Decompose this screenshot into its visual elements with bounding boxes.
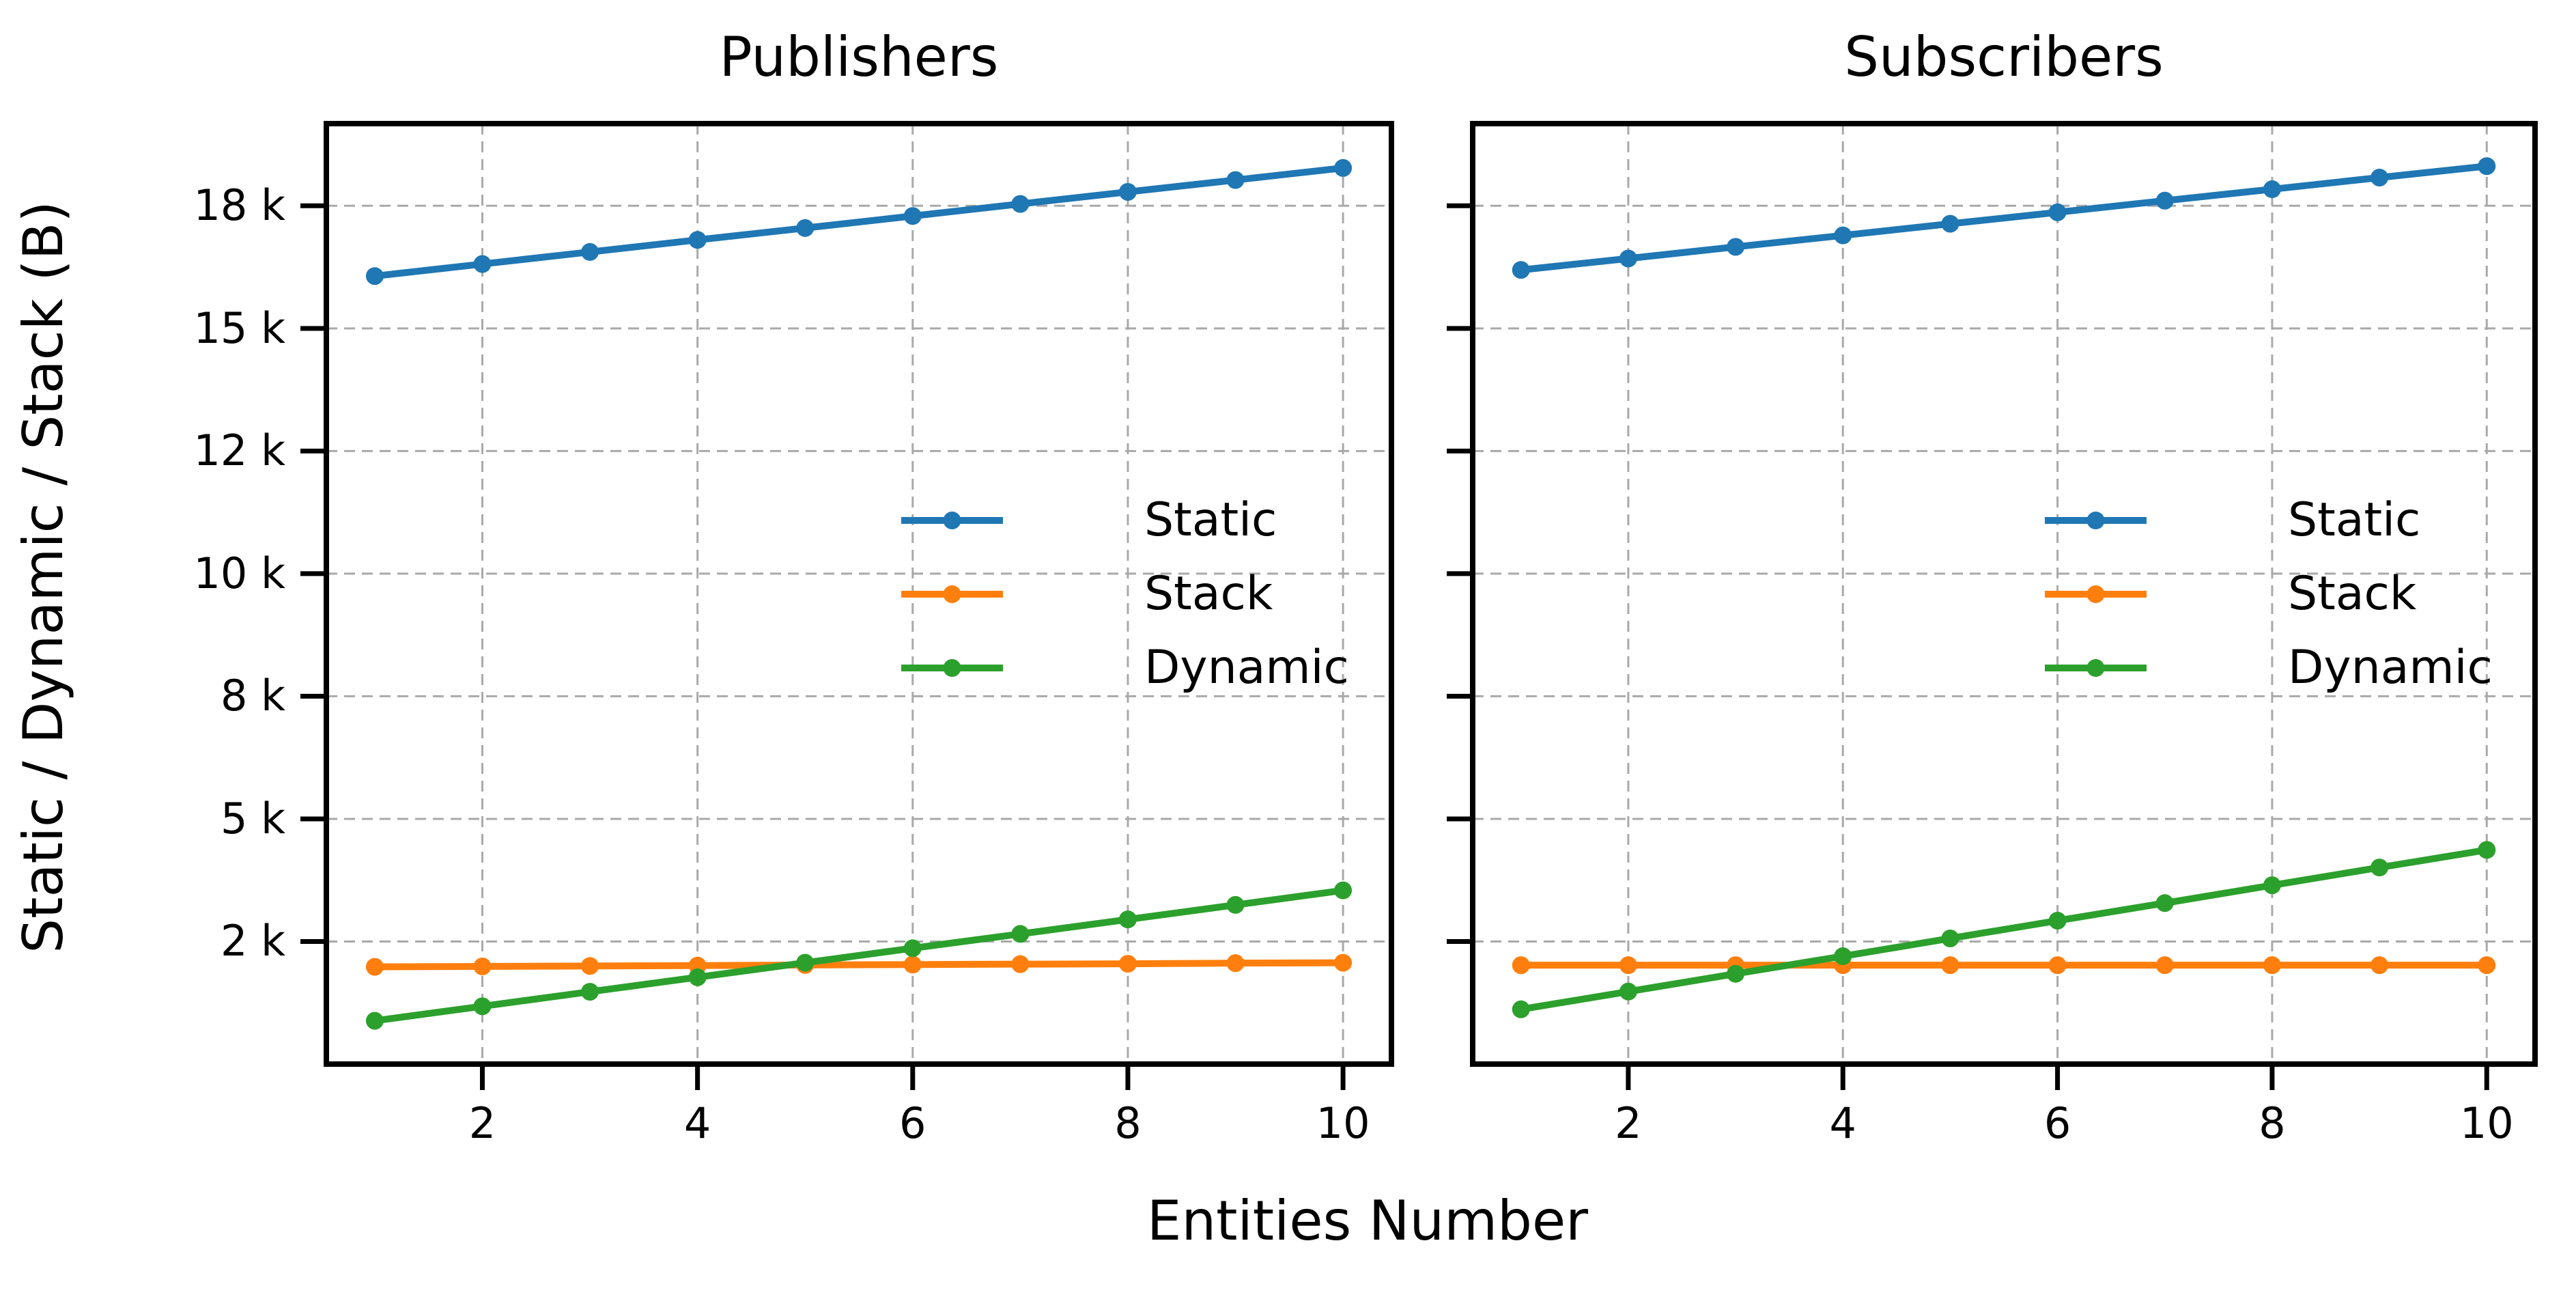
data-point-stack (2263, 956, 2281, 975)
x-tick-label: 10 (1316, 1098, 1370, 1148)
series-line-static (1517, 163, 2491, 274)
data-point-dynamic (2048, 911, 2067, 930)
y-tick-label: 10 k (193, 548, 285, 598)
legend-label-dynamic: Dynamic (1144, 641, 1349, 695)
x-tick-label: 8 (1114, 1098, 1142, 1148)
y-tick-label: 5 k (220, 793, 285, 843)
series-line-static (371, 164, 1347, 280)
data-point-static (2155, 191, 2174, 210)
x-tick-label: 6 (899, 1098, 926, 1148)
y-tick-label: 18 k (193, 180, 285, 231)
data-point-static (1226, 171, 1245, 189)
data-point-static (1334, 158, 1353, 177)
legend-label-dynamic: Dynamic (2288, 641, 2493, 695)
legend-label-stack: Stack (1144, 567, 1273, 621)
data-point-dynamic (1941, 929, 1959, 947)
data-point-dynamic (903, 939, 922, 958)
plot-frame (1470, 121, 2538, 1067)
data-point-static (2263, 180, 2281, 199)
data-point-static (1834, 226, 1852, 245)
legend-marker-stack-icon (943, 585, 961, 603)
x-tick-label: 4 (683, 1098, 711, 1148)
data-point-dynamic (1226, 895, 1245, 914)
series-line-dynamic (1517, 846, 2491, 1013)
data-point-stack (1512, 956, 1530, 975)
x-tick-label: 2 (1615, 1098, 1642, 1148)
y-tick-label: 2 k (220, 916, 285, 966)
data-point-static (1011, 195, 1030, 213)
y-tick-label: 8 k (220, 671, 285, 721)
data-point-dynamic (473, 997, 492, 1016)
data-point-dynamic (1834, 947, 1852, 966)
y-tick-label: 15 k (193, 303, 285, 353)
x-tick-label: 2 (468, 1098, 496, 1148)
data-point-dynamic (1118, 910, 1137, 929)
legend-marker-static-icon (943, 512, 961, 529)
data-point-dynamic (796, 953, 815, 972)
x-tick-label: 8 (2259, 1098, 2286, 1148)
data-point-stack (903, 956, 922, 974)
data-point-static (1727, 238, 1745, 256)
data-point-dynamic (688, 968, 707, 986)
data-point-dynamic (2370, 859, 2389, 877)
data-point-static (1512, 261, 1530, 279)
data-point-dynamic (1727, 964, 1745, 983)
x-axis-label: Entities Number (1146, 1189, 1589, 1253)
plot-frame (324, 121, 1394, 1067)
data-point-static (2478, 157, 2496, 176)
data-point-stack (2370, 956, 2389, 975)
legend-label-static: Static (2288, 493, 2421, 547)
data-point-dynamic (365, 1012, 384, 1030)
data-point-static (1118, 182, 1137, 201)
data-point-dynamic (2263, 876, 2281, 895)
data-point-static (903, 207, 922, 225)
data-point-static (473, 255, 492, 273)
data-point-stack (1118, 955, 1137, 973)
legend-marker-dynamic-icon (943, 659, 961, 677)
data-point-stack (2478, 956, 2496, 975)
panel-title-subscribers: Subscribers (1844, 25, 2164, 89)
data-point-dynamic (1011, 925, 1030, 943)
series-line-dynamic (371, 887, 1347, 1024)
data-point-stack (2048, 956, 2067, 975)
data-point-dynamic (1619, 982, 1637, 1001)
legend-label-static: Static (1144, 493, 1277, 547)
y-tick-label: 12 k (193, 426, 285, 476)
data-point-static (581, 242, 599, 261)
data-point-static (688, 231, 707, 249)
data-point-dynamic (2478, 841, 2496, 859)
x-tick-label: 6 (2043, 1098, 2071, 1148)
data-point-dynamic (2155, 894, 2174, 912)
data-point-dynamic (581, 983, 599, 1001)
data-point-stack (581, 957, 599, 975)
data-point-stack (1011, 955, 1030, 973)
data-point-stack (365, 958, 384, 976)
data-point-static (365, 267, 384, 285)
data-point-static (2048, 203, 2067, 221)
data-point-stack (473, 957, 492, 975)
data-point-stack (1619, 956, 1637, 975)
data-point-static (796, 219, 815, 237)
data-point-static (1619, 249, 1637, 268)
data-point-static (2370, 168, 2389, 186)
x-tick-label: 10 (2459, 1098, 2514, 1148)
data-point-stack (2155, 956, 2174, 975)
data-point-stack (1226, 954, 1245, 973)
panel-title-publishers: Publishers (719, 25, 999, 89)
data-point-dynamic (1512, 1000, 1530, 1018)
data-point-dynamic (1334, 881, 1353, 899)
legend-label-stack: Stack (2288, 567, 2417, 621)
legend-marker-dynamic-icon (2086, 659, 2105, 677)
legend-marker-stack-icon (2086, 585, 2105, 603)
data-point-stack (1941, 956, 1959, 975)
data-point-static (1941, 214, 1959, 233)
data-point-stack (1334, 953, 1353, 972)
legend-marker-static-icon (2086, 512, 2105, 529)
x-tick-label: 4 (1829, 1098, 1856, 1148)
series-line-stack (371, 959, 1347, 971)
